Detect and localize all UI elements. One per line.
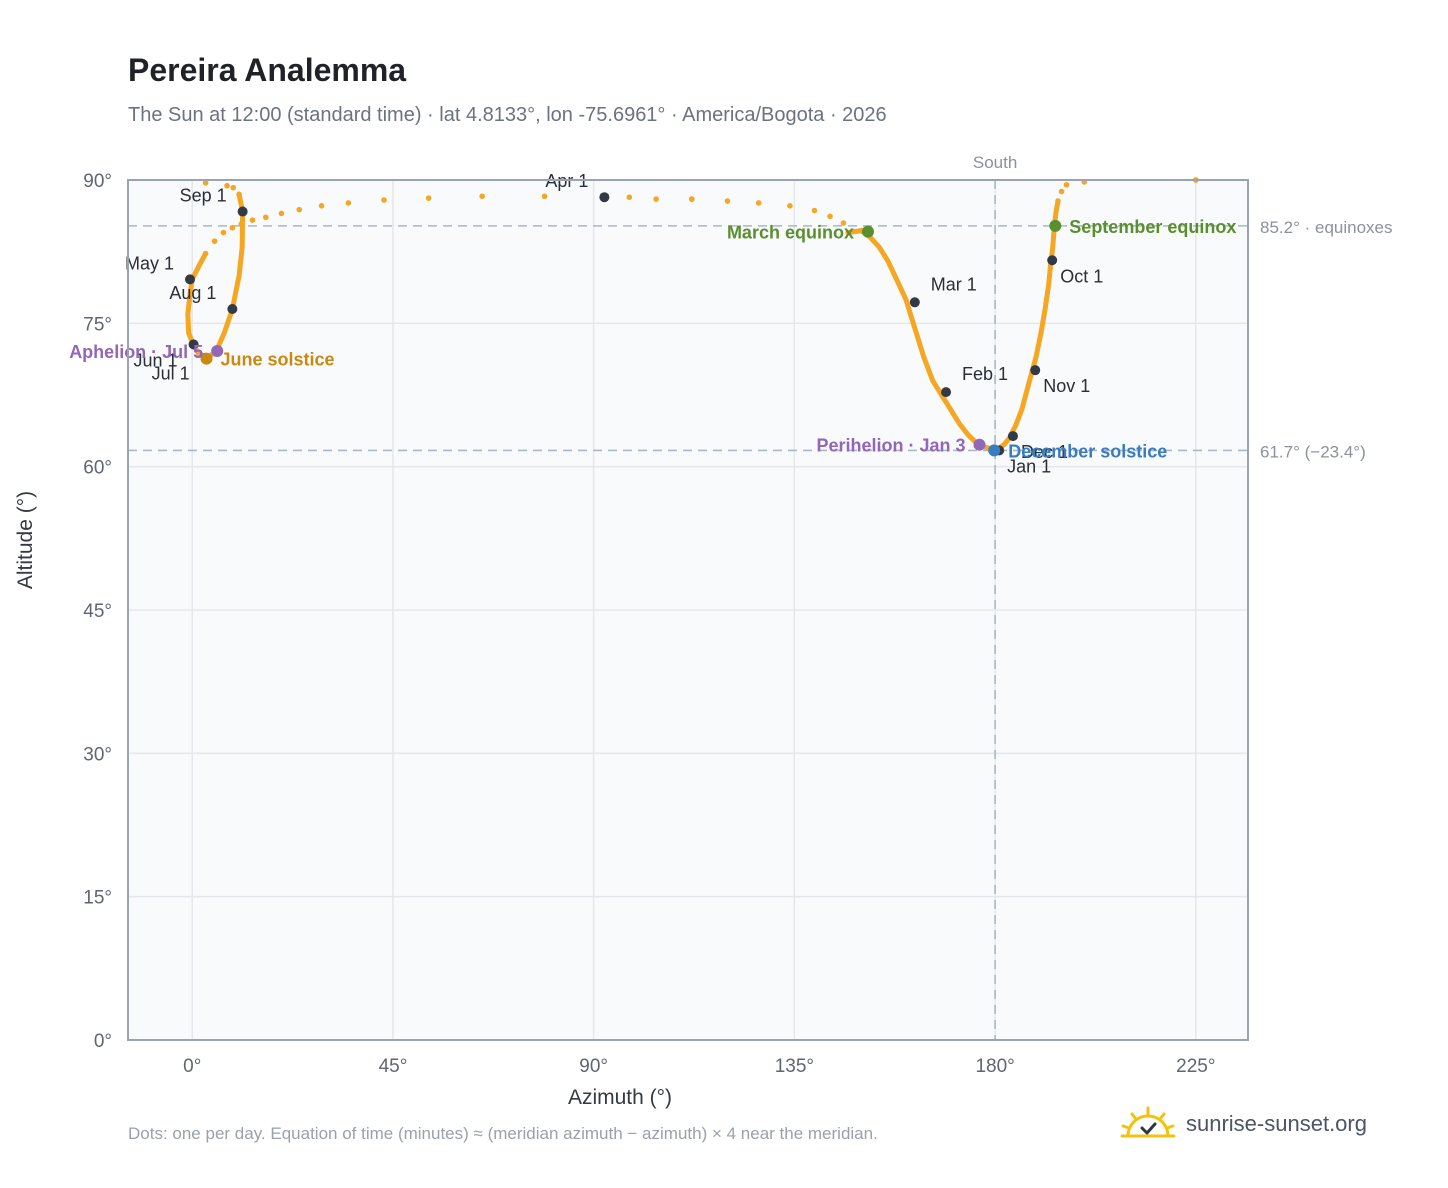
x-axis-label: Azimuth (°): [568, 1086, 672, 1109]
daily-dot: [541, 193, 548, 200]
y-tick-label: 0°: [94, 1031, 112, 1052]
special-point: [200, 352, 213, 365]
daily-dot: [827, 213, 833, 220]
daily-dot: [724, 198, 731, 204]
y-tick-label: 15°: [83, 888, 112, 909]
month-marker-label: Sep 1: [180, 186, 227, 206]
month-marker-label: Jun 1: [134, 350, 178, 370]
month-marker: [184, 274, 195, 285]
x-tick-label: 135°: [775, 1056, 814, 1077]
plot-frame: [127, 179, 1249, 1041]
month-marker-label: Oct 1: [1060, 266, 1103, 286]
special-point: [973, 438, 986, 451]
month-marker-label: Jul 1: [152, 364, 190, 384]
daily-dot: [211, 238, 218, 244]
y-tick-label: 60°: [83, 458, 112, 479]
month-marker: [1030, 365, 1041, 376]
month-marker-label: Dec 1: [1021, 442, 1068, 462]
special-point: [1049, 219, 1062, 232]
x-tick-label: 0°: [183, 1056, 201, 1077]
daily-dot: [626, 194, 633, 200]
special-point-label: September equinox: [1069, 217, 1236, 237]
month-marker: [237, 206, 248, 217]
special-point-label: December solstice: [1008, 441, 1167, 461]
daily-dot: [278, 210, 285, 217]
y-tick-label: 75°: [83, 314, 112, 335]
reference-line-label: 85.2° · equinoxes: [1260, 218, 1393, 237]
month-marker-label: Mar 1: [931, 274, 977, 294]
y-tick-label: 45°: [83, 601, 112, 622]
x-tick-label: 45°: [379, 1056, 408, 1077]
month-marker-label: Jan 1: [1007, 456, 1051, 476]
month-marker: [599, 192, 610, 203]
daily-dot: [787, 203, 793, 209]
daily-dot: [236, 191, 242, 198]
special-point-label: Aphelion · Jul 5: [69, 342, 203, 362]
chart-title: Pereira Analemma: [128, 52, 407, 88]
month-marker-label: May 1: [125, 253, 174, 273]
reference-line-label: 61.7° (−23.4°): [1260, 442, 1366, 461]
chart-footnote: Dots: one per day. Equation of time (min…: [128, 1124, 878, 1143]
x-tick-label: 225°: [1176, 1056, 1215, 1077]
special-point: [211, 345, 224, 358]
daily-dot: [1055, 198, 1061, 204]
analemma-curve-autumn: [994, 198, 1061, 452]
daily-dot: [425, 195, 432, 201]
x-tick-label: 90°: [579, 1056, 608, 1077]
daily-dot: [202, 250, 209, 257]
special-point-label: March equinox: [727, 223, 854, 243]
month-marker-label: Apr 1: [545, 171, 588, 191]
daily-dot: [318, 203, 325, 209]
x-tick-label: 180°: [975, 1056, 1014, 1077]
daily-dot: [688, 196, 695, 202]
y-axis-label: Altitude (°): [14, 491, 37, 589]
daily-dot: [238, 221, 245, 227]
month-marker: [227, 304, 238, 314]
daily-dot: [1058, 188, 1065, 195]
month-marker-label: Feb 1: [962, 364, 1008, 384]
month-marker: [188, 339, 199, 350]
chart-subtitle: The Sun at 12:00 (standard time) · lat 4…: [128, 104, 887, 126]
daily-dot: [1063, 181, 1070, 188]
daily-dot: [249, 217, 256, 223]
daily-dot: [224, 182, 230, 189]
month-marker-label: Aug 1: [169, 283, 216, 303]
special-point: [861, 225, 874, 238]
month-marker: [1047, 255, 1058, 266]
daily-dot: [840, 220, 847, 226]
month-marker: [1007, 431, 1018, 442]
daily-dot: [202, 180, 209, 186]
month-marker: [941, 387, 952, 398]
daily-dot: [479, 193, 485, 200]
special-point-label: June solstice: [221, 350, 335, 370]
special-point: [988, 444, 1001, 457]
daily-dot: [755, 200, 762, 206]
special-point-label: Perihelion · Jan 3: [816, 436, 965, 456]
daily-dot: [263, 214, 269, 221]
brand-name: sunrise-sunset.org: [1186, 1111, 1367, 1136]
analemma-curve-winter: [845, 228, 998, 452]
y-tick-label: 90°: [83, 171, 112, 192]
daily-dot: [811, 207, 818, 214]
daily-dot: [296, 206, 303, 213]
daily-dot: [230, 184, 237, 191]
daily-dot: [653, 196, 659, 202]
sun-logo-icon: [1120, 1106, 1176, 1138]
daily-dot: [381, 197, 387, 203]
daily-dot: [220, 229, 227, 236]
month-marker-label: Nov 1: [1043, 376, 1090, 396]
reference-line-label: South: [973, 153, 1017, 172]
daily-dot: [229, 224, 236, 231]
y-tick-label: 30°: [83, 744, 112, 765]
month-marker: [909, 297, 920, 308]
brand[interactable]: sunrise-sunset.org: [1120, 1102, 1367, 1146]
daily-dot: [345, 200, 352, 206]
